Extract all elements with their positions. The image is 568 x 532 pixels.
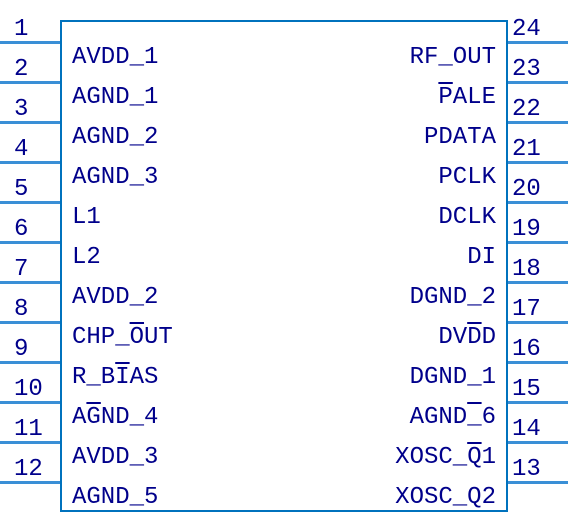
pin-label: PDATA: [424, 124, 496, 151]
pin-number: 5: [14, 176, 28, 203]
pin-number: 1: [14, 16, 28, 43]
pin-number: 13: [512, 456, 541, 483]
pin-label: DCLK: [438, 204, 496, 231]
pin-lead: [0, 321, 60, 324]
pin-label: CHP_OUT: [72, 324, 173, 351]
pin-number: 4: [14, 136, 28, 163]
pin-label: RF_OUT: [410, 44, 496, 71]
pin-number: 12: [14, 456, 43, 483]
pin-lead: [0, 281, 60, 284]
pin-label: AVDD_2: [72, 284, 158, 311]
pin-lead: [0, 41, 60, 44]
pin-lead: [0, 161, 60, 164]
pin-number: 14: [512, 416, 541, 443]
pin-number: 23: [512, 56, 541, 83]
pin-label: AGND_6: [410, 404, 496, 431]
pin-label: AGND_4: [72, 404, 158, 431]
pin-number: 15: [512, 376, 541, 403]
pin-lead: [0, 201, 60, 204]
pin-number: 21: [512, 136, 541, 163]
pin-lead: [0, 241, 60, 244]
pin-number: 24: [512, 16, 541, 43]
pin-number: 18: [512, 256, 541, 283]
pin-label: XOSC_Q2: [395, 484, 496, 511]
pin-label: AVDD_1: [72, 44, 158, 71]
pin-number: 22: [512, 96, 541, 123]
pin-label: DVDD: [438, 324, 496, 351]
pin-label: DGND_1: [410, 364, 496, 391]
pin-number: 6: [14, 216, 28, 243]
pin-number: 7: [14, 256, 28, 283]
pin-label: PALE: [438, 84, 496, 111]
pin-label: L1: [72, 204, 101, 231]
pin-label: AGND_5: [72, 484, 158, 511]
pin-label: R_BIAS: [72, 364, 158, 391]
pin-number: 11: [14, 416, 43, 443]
pin-label: L2: [72, 244, 101, 271]
pin-number: 19: [512, 216, 541, 243]
pin-number: 2: [14, 56, 28, 83]
pin-label: AGND_2: [72, 124, 158, 151]
pin-label: XOSC_Q1: [395, 444, 496, 471]
pin-label: AGND_1: [72, 84, 158, 111]
pin-lead: [0, 121, 60, 124]
pin-number: 16: [512, 336, 541, 363]
pin-number: 20: [512, 176, 541, 203]
pin-label: AVDD_3: [72, 444, 158, 471]
pin-number: 8: [14, 296, 28, 323]
pin-number: 10: [14, 376, 43, 403]
pin-label: AGND_3: [72, 164, 158, 191]
pin-number: 3: [14, 96, 28, 123]
pin-label: DI: [467, 244, 496, 271]
pin-number: 9: [14, 336, 28, 363]
pin-label: DGND_2: [410, 284, 496, 311]
pin-lead: [0, 361, 60, 364]
pin-label: PCLK: [438, 164, 496, 191]
pin-lead: [0, 81, 60, 84]
pin-number: 17: [512, 296, 541, 323]
